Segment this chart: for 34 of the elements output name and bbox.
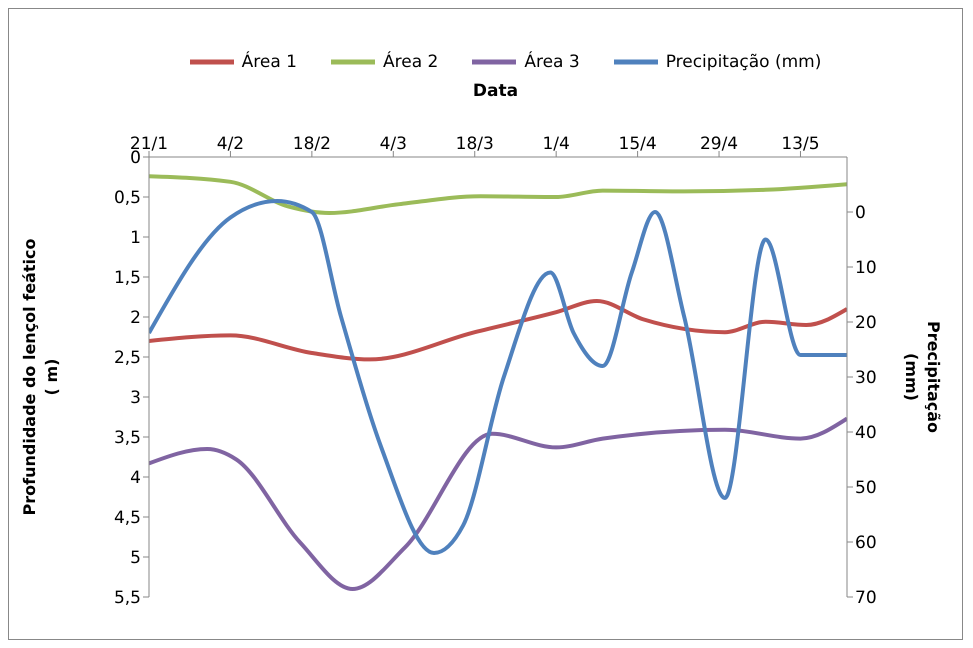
x-tick-label: 13/5 [781, 134, 820, 154]
y-tick-label: 5,5 [114, 588, 141, 608]
y-tick-label: 3 [130, 388, 141, 408]
y2-tick-label: 20 [855, 313, 877, 334]
y2-tick-label: 10 [855, 258, 877, 278]
y2-axis-title: Precipitação (mm) [902, 320, 943, 434]
y2-tick-label: 30 [855, 368, 877, 388]
x-tick-label: 29/4 [700, 134, 738, 154]
y-tick-label: 1,5 [114, 268, 141, 288]
legend-label: Precipitação (mm) [666, 52, 822, 72]
y-tick-label: 5 [130, 548, 141, 568]
legend-label: Área 2 [383, 52, 438, 72]
x-tick-label: 18/2 [292, 134, 331, 154]
y2-tick-label: 70 [855, 588, 877, 608]
y-tick-label: 2 [130, 308, 141, 328]
y-tick-label: 1 [130, 228, 141, 248]
x-tick-label: 15/4 [618, 134, 657, 154]
legend-label: Área 1 [242, 52, 297, 72]
x-tick-label: 18/3 [456, 134, 494, 154]
y-tick-label: 3,5 [114, 428, 141, 448]
y-tick-label: 4,5 [114, 508, 141, 528]
x-axis-title: Data [472, 81, 520, 103]
y2-tick-label: 50 [855, 478, 877, 498]
x-tick-label: 4/3 [380, 134, 407, 154]
legend-label: Área 3 [524, 52, 580, 72]
y-tick-label: 2,5 [114, 348, 141, 368]
x-tick-label: 1/4 [542, 134, 570, 154]
y2-tick-label: 60 [855, 533, 877, 554]
y-tick-label: 4 [130, 468, 141, 488]
x-tick-label: 4/2 [216, 134, 244, 154]
y2-tick-label: 0 [855, 203, 866, 224]
y-tick-label: 0,5 [114, 188, 141, 208]
y2-tick-label: 40 [855, 423, 877, 444]
y-axis-title: Profundidade do lençol feático ( m) [20, 238, 61, 516]
